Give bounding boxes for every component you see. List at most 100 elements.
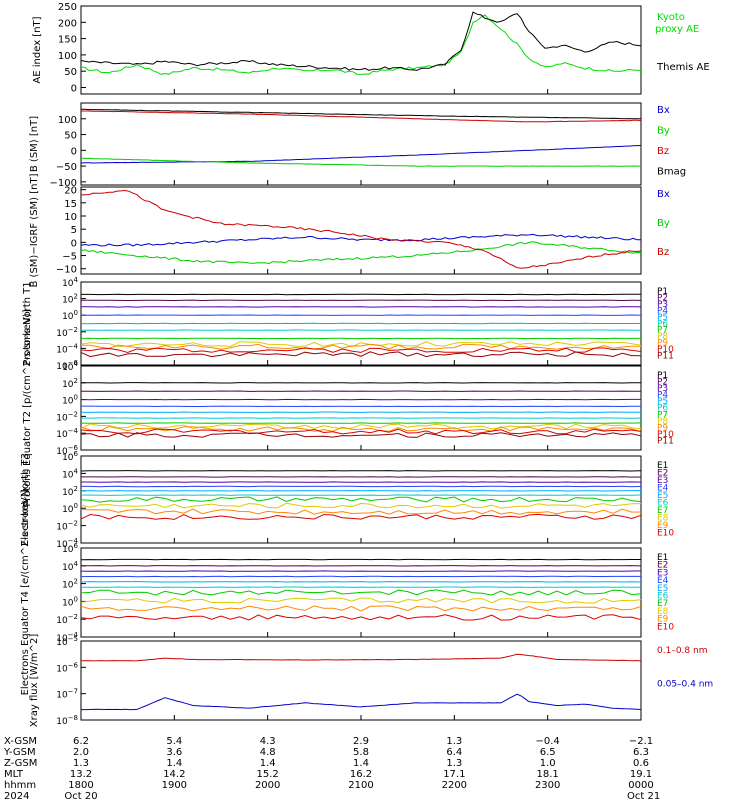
series-line	[81, 653, 641, 662]
legend-label: Bmag	[657, 167, 686, 178]
series-line	[81, 233, 641, 247]
panel-1: AE index [nT]	[32, 5, 642, 95]
y-axis-label: Protons North T1	[22, 281, 33, 365]
legend-label: P3	[657, 300, 668, 310]
panel-frame	[80, 365, 642, 451]
y-axis-label: Protons Equator T2 [p/(cm^2-s-sr-keV)]	[22, 309, 33, 506]
legend-label: By	[657, 218, 670, 229]
legend-label: P7	[657, 326, 668, 336]
y-tick-label: 10	[64, 212, 77, 223]
series-line	[81, 110, 641, 123]
orbit-value: 2200	[442, 780, 467, 791]
panel-4: Protons North T1	[22, 281, 642, 366]
panel-frame	[80, 186, 642, 275]
series-line	[81, 432, 641, 438]
orbit-row-label: Z-GSM	[4, 758, 37, 769]
orbit-value: 1.4	[353, 758, 369, 769]
orbit-value: 5.8	[353, 747, 369, 758]
panel-6: Electrons North T3	[20, 453, 642, 546]
legend-label: E8	[657, 607, 669, 617]
y-tick-label: 10−5	[56, 635, 78, 648]
series-line	[81, 428, 641, 435]
series-line	[81, 513, 641, 520]
orbit-value: Oct 21	[627, 791, 660, 800]
y-tick-label: −100	[50, 178, 77, 189]
orbit-value: 1.4	[166, 758, 182, 769]
y-tick-label: 250	[58, 2, 77, 13]
y-axis-label: Xray flux [W/m^2]	[29, 634, 40, 728]
y-tick-label: 102	[62, 578, 78, 591]
legend-label: Bz	[657, 146, 669, 157]
legend-label: E8	[657, 514, 669, 524]
orbit-value: 1800	[68, 780, 93, 791]
legend-label: 0.05–0.4 nm	[657, 680, 713, 690]
orbit-value: 1.3	[73, 758, 89, 769]
panel-2: B (SM) [nT]	[29, 102, 642, 186]
series-line	[81, 11, 641, 71]
y-tick-label: 50	[64, 67, 77, 78]
orbit-value: 2300	[535, 780, 560, 791]
y-tick-label: 100	[58, 115, 77, 126]
orbit-value: 14.2	[163, 769, 185, 780]
series-line	[81, 605, 641, 612]
y-tick-label: 102	[62, 485, 78, 498]
orbit-value: Oct 20	[64, 791, 97, 800]
series-line	[81, 589, 641, 596]
orbit-value: 19.1	[630, 769, 652, 780]
legend-label: E10	[657, 622, 674, 632]
legend-label: P5	[657, 313, 668, 323]
series-line	[81, 108, 641, 120]
y-tick-label: 10−2	[56, 410, 78, 423]
y-tick-label: −5	[62, 252, 77, 263]
legend-label: P1	[657, 371, 668, 381]
y-tick-label: 0	[71, 146, 77, 157]
y-tick-label: 10−6	[56, 661, 78, 674]
y-tick-label: 5	[71, 225, 77, 236]
legend-label: E3	[657, 568, 668, 578]
y-tick-label: 10−2	[56, 326, 78, 339]
legend-label: E1	[657, 553, 668, 563]
y-tick-label: 10−2	[56, 613, 78, 626]
orbit-value: 1.3	[446, 758, 462, 769]
legend-label: By	[657, 126, 670, 137]
legend-label: E2	[657, 561, 668, 571]
y-tick-label: 20	[64, 186, 77, 197]
legend-label: Themis AE	[656, 62, 710, 73]
orbit-value: 0.6	[633, 758, 649, 769]
legend-label: E6	[657, 592, 669, 602]
panel-8: Xray flux [W/m^2]	[29, 634, 642, 728]
legend-label: E5	[657, 491, 668, 501]
panel-frame	[80, 455, 642, 544]
y-tick-label: 100	[62, 595, 78, 608]
y-axis-label: Electrons Equator T4 [e/(cm^2-s-sr-keV)]	[20, 490, 31, 696]
y-tick-label: 104	[62, 467, 78, 480]
y-tick-label: 10−4	[56, 631, 78, 644]
orbit-value: 4.3	[260, 736, 276, 747]
panel-7: Electrons Equator T4 [e/(cm^2-s-sr-keV)]	[20, 490, 642, 696]
legend-label: Kyoto	[657, 12, 685, 23]
legend-label: E4	[657, 576, 669, 586]
orbit-value: 1.3	[446, 736, 462, 747]
y-tick-label: 10−8	[56, 714, 78, 727]
panel-frame	[80, 640, 642, 721]
y-tick-label: 104	[62, 360, 78, 373]
legend-label: Bz	[657, 247, 669, 258]
orbit-row-label: hhmm	[4, 780, 36, 791]
orbit-row-label: X-GSM	[4, 736, 37, 747]
orbit-value: 2100	[348, 780, 373, 791]
orbit-value: 3.6	[166, 747, 182, 758]
series-line	[81, 145, 641, 164]
y-tick-label: 10−4	[56, 537, 78, 550]
legend-label: P8	[657, 417, 668, 427]
legend-label: Bx	[657, 189, 670, 200]
orbit-value: 2000	[255, 780, 280, 791]
y-tick-label: 0	[71, 83, 77, 94]
orbit-value: −2.1	[629, 736, 653, 747]
legend-label: P9	[657, 423, 668, 433]
panel-5: Protons Equator T2 [p/(cm^2-s-sr-keV)]	[22, 309, 642, 507]
orbit-value: −0.4	[536, 736, 560, 747]
series-line	[81, 485, 641, 488]
orbit-value: 17.1	[443, 769, 465, 780]
series-line	[81, 423, 641, 430]
